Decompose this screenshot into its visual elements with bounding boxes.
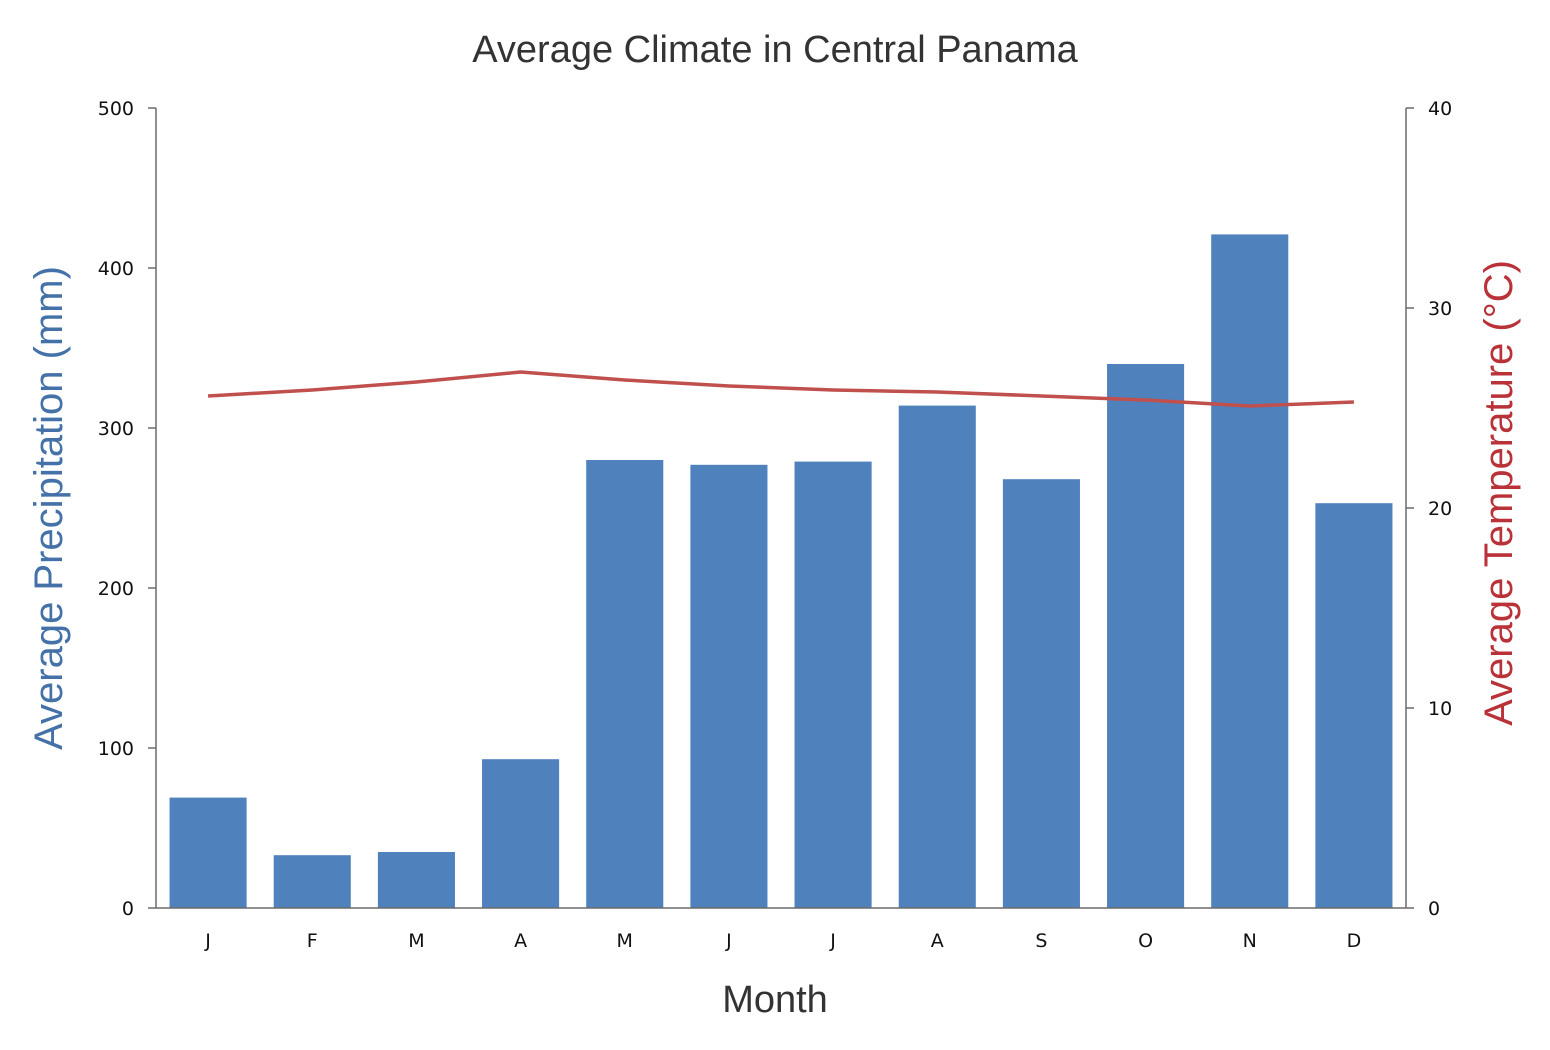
x-tick-label: M xyxy=(408,930,424,952)
x-tick-label: D xyxy=(1347,930,1362,952)
left-axis-label: Average Precipitation (mm) xyxy=(27,266,71,750)
x-tick-label: J xyxy=(204,930,211,952)
right-axis-label: Average Temperature (°C) xyxy=(1477,260,1521,726)
right-tick-label: 0 xyxy=(1428,898,1440,920)
precipitation-bar xyxy=(794,461,872,908)
precipitation-bar xyxy=(377,852,455,908)
left-tick-label: 400 xyxy=(98,258,134,280)
temperature-line-group xyxy=(207,370,1354,408)
right-tick-label: 40 xyxy=(1428,98,1452,120)
chart-title: Average Climate in Central Panama xyxy=(472,29,1078,71)
left-tick-label: 100 xyxy=(98,738,134,760)
left-tick-label: 300 xyxy=(98,418,134,440)
right-tick-label: 30 xyxy=(1428,298,1452,320)
left-axis: 0 100 200 300 400 500 xyxy=(98,98,157,920)
right-tick-label: 10 xyxy=(1428,698,1452,720)
precipitation-bar xyxy=(690,464,768,908)
left-tick-label: 200 xyxy=(98,578,134,600)
x-tick-label: O xyxy=(1138,930,1153,952)
precipitation-bar xyxy=(1211,234,1289,908)
x-tick-label: A xyxy=(514,930,527,952)
x-tick-label: S xyxy=(1035,930,1047,952)
x-tick-label: M xyxy=(617,930,633,952)
left-tick-label: 0 xyxy=(122,898,134,920)
precipitation-bar xyxy=(586,460,664,908)
right-tick-label: 20 xyxy=(1428,498,1452,520)
x-tick-label: F xyxy=(307,930,318,952)
bars-group xyxy=(169,234,1393,908)
x-tick-label: A xyxy=(931,930,944,952)
precipitation-bar xyxy=(898,405,976,908)
precipitation-bar xyxy=(1002,479,1080,908)
precipitation-bar xyxy=(273,855,351,908)
right-axis: 0 10 20 30 40 xyxy=(1405,98,1452,920)
precipitation-bar xyxy=(169,797,247,908)
x-axis-label: Month xyxy=(722,979,828,1021)
precipitation-bar xyxy=(482,759,560,908)
left-tick-label: 500 xyxy=(98,98,134,120)
x-tick-label: N xyxy=(1243,930,1257,952)
precipitation-bar xyxy=(1315,503,1393,908)
temperature-line xyxy=(207,370,1354,408)
x-tick-label: J xyxy=(829,930,836,952)
precipitation-bar xyxy=(1107,364,1185,908)
x-tick-label: J xyxy=(725,930,732,952)
